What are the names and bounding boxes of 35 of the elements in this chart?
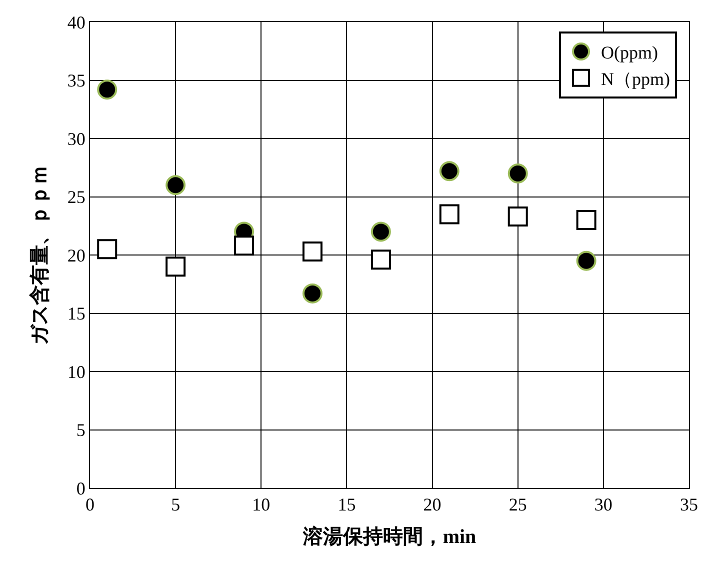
y-tick-label: 20: [67, 245, 86, 266]
y-tick-label: 30: [67, 128, 86, 149]
legend-label: N（ppm): [601, 68, 670, 89]
point: [439, 204, 460, 224]
point: [439, 161, 460, 182]
x-axis-title: 溶湯保持時間，min: [302, 525, 476, 548]
y-tick-label: 0: [76, 478, 86, 498]
x-tick-label: 35: [680, 494, 698, 515]
y-tick-label: 10: [67, 362, 86, 382]
y-axis-title: ガス含有量、ｐｐｍ: [28, 165, 51, 345]
point: [508, 163, 528, 184]
y-tick-label: 40: [67, 12, 86, 32]
point: [234, 236, 254, 256]
y-tick-label: 25: [67, 187, 86, 208]
x-tick-label: 20: [423, 494, 442, 515]
point: [508, 206, 528, 227]
y-tick-label: 35: [67, 70, 86, 91]
point: [97, 239, 118, 260]
x-tick-label: 25: [508, 494, 527, 515]
x-tick-label: 30: [594, 494, 612, 515]
point: [97, 80, 118, 100]
point: [576, 250, 596, 271]
point: [576, 210, 596, 230]
point: [302, 242, 322, 262]
x-tick-label: 15: [338, 494, 356, 515]
point: [370, 250, 391, 270]
legend-label: O(ppm): [601, 42, 658, 63]
y-tick-label: 5: [76, 420, 86, 440]
x-tick-label: 5: [171, 494, 180, 515]
point: [166, 256, 186, 277]
point: [370, 222, 391, 242]
y-tick-label: 15: [67, 304, 86, 324]
point: [166, 175, 186, 196]
x-tick-label: 10: [252, 494, 270, 515]
point: [302, 283, 322, 304]
